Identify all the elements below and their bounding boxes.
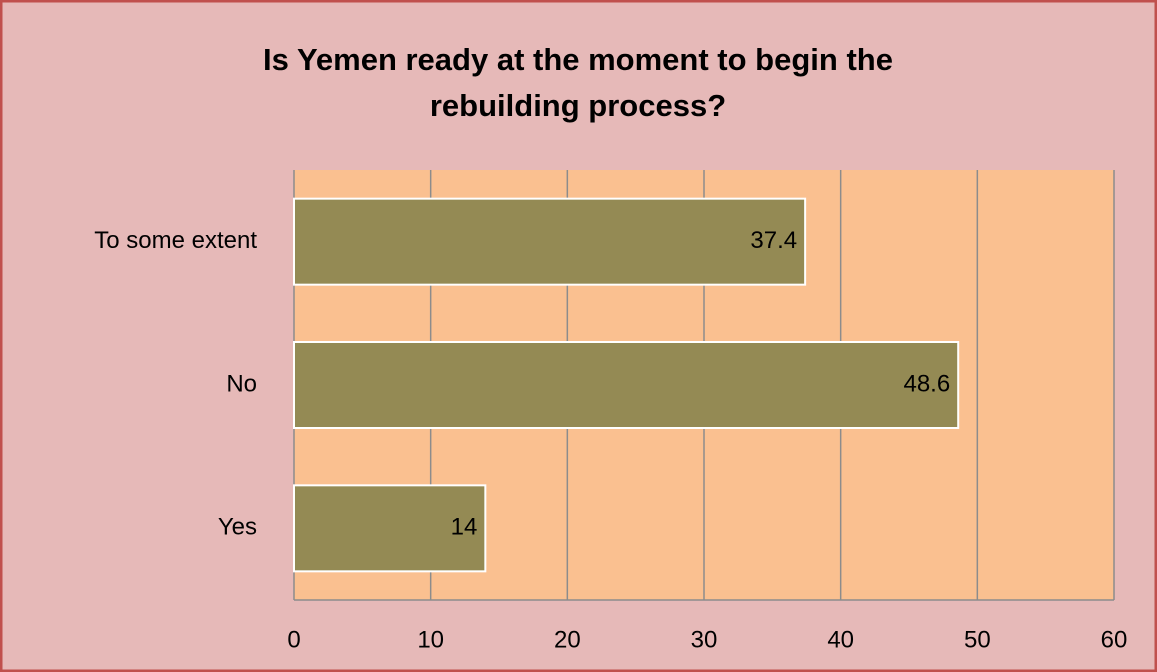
x-tick-label: 40 — [827, 626, 854, 653]
data-label: 37.4 — [750, 227, 797, 254]
bar — [293, 197, 807, 286]
x-tick-label: 60 — [1101, 626, 1128, 653]
bar — [293, 484, 487, 573]
data-label: 48.6 — [903, 370, 950, 397]
chart-title: Is Yemen ready at the moment to begin th… — [263, 42, 893, 123]
x-tick-label: 50 — [964, 626, 991, 653]
y-tick-label: Yes — [218, 514, 257, 541]
x-tick-label: 10 — [417, 626, 444, 653]
data-label: 14 — [451, 514, 478, 541]
y-tick-label: No — [226, 370, 257, 397]
x-tick-label: 0 — [287, 626, 300, 653]
x-tick-label: 30 — [691, 626, 718, 653]
x-tick-label: 20 — [554, 626, 581, 653]
y-tick-label: To some extent — [94, 227, 257, 254]
bar — [293, 341, 960, 429]
